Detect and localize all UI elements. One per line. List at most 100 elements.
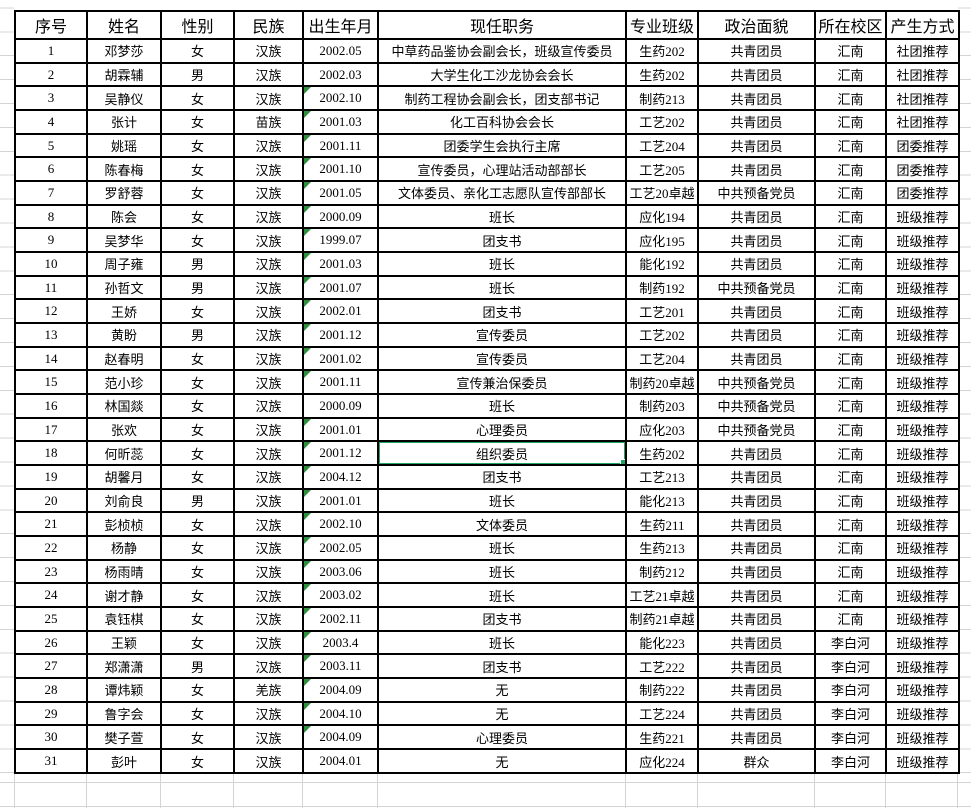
cell-birth[interactable]: 2001.02: [302, 345, 379, 372]
cell-gender[interactable]: 女: [160, 227, 235, 254]
cell-position[interactable]: 宣传委员: [377, 345, 627, 372]
cell-birth[interactable]: 2002.01: [302, 298, 379, 325]
cell-political[interactable]: 中共预备党员: [697, 274, 816, 301]
cell-position[interactable]: 化工百科协会会长: [377, 109, 627, 135]
cell-position[interactable]: 班长: [377, 487, 627, 514]
cell-political[interactable]: 共青团员: [697, 700, 816, 727]
cell-gender[interactable]: 女: [160, 180, 235, 206]
cell-classname[interactable]: 工艺205: [625, 156, 699, 183]
cell-ethnic[interactable]: 汉族: [233, 180, 304, 206]
cell-classname[interactable]: 工艺21卓越: [625, 582, 699, 609]
cell-ethnic[interactable]: 汉族: [233, 369, 304, 396]
header-method[interactable]: 产生方式: [885, 10, 960, 40]
cell-birth[interactable]: 2003.11: [302, 653, 379, 680]
cell-ethnic[interactable]: 汉族: [233, 322, 304, 348]
cell-campus[interactable]: 汇南: [814, 109, 887, 135]
cell-name[interactable]: 谭炜颖: [86, 677, 162, 703]
cell-classname[interactable]: 制药192: [625, 274, 699, 301]
cell-birth[interactable]: 2003.06: [302, 558, 379, 585]
cell-birth[interactable]: 2004.09: [302, 724, 379, 751]
cell-birth[interactable]: 2002.05: [302, 38, 379, 64]
cell-political[interactable]: 共青团员: [697, 535, 816, 561]
cell-no[interactable]: 30: [14, 724, 88, 751]
cell-political[interactable]: 共青团员: [697, 345, 816, 372]
cell-no[interactable]: 20: [14, 487, 88, 514]
cell-classname[interactable]: 生药213: [625, 535, 699, 561]
cell-ethnic[interactable]: 汉族: [233, 345, 304, 372]
cell-ethnic[interactable]: 汉族: [233, 748, 304, 774]
cell-name[interactable]: 周子雍: [86, 251, 162, 277]
cell-political[interactable]: 共青团员: [697, 227, 816, 254]
cell-campus[interactable]: 李白河: [814, 724, 887, 751]
cell-position[interactable]: 文体委员、亲化工志愿队宣传部部长: [377, 180, 627, 206]
cell-birth[interactable]: 2004.12: [302, 464, 379, 490]
cell-ethnic[interactable]: 汉族: [233, 227, 304, 254]
cell-position[interactable]: 班长: [377, 274, 627, 301]
cell-method[interactable]: 班级推荐: [885, 369, 960, 396]
cell-position[interactable]: 组织委员: [377, 440, 627, 467]
cell-method[interactable]: 社团推荐: [885, 85, 960, 112]
cell-no[interactable]: 23: [14, 558, 88, 585]
cell-gender[interactable]: 女: [160, 511, 235, 538]
cell-name[interactable]: 鲁字会: [86, 700, 162, 727]
cell-name[interactable]: 林国燚: [86, 393, 162, 419]
cell-name[interactable]: 彭叶: [86, 748, 162, 774]
cell-position[interactable]: 班长: [377, 558, 627, 585]
cell-no[interactable]: 8: [14, 203, 88, 230]
cell-gender[interactable]: 女: [160, 724, 235, 751]
cell-position[interactable]: 班长: [377, 251, 627, 277]
cell-campus[interactable]: 汇南: [814, 440, 887, 467]
cell-campus[interactable]: 汇南: [814, 251, 887, 277]
header-gender[interactable]: 性别: [160, 10, 235, 40]
cell-name[interactable]: 罗舒蓉: [86, 180, 162, 206]
cell-no[interactable]: 13: [14, 322, 88, 348]
cell-classname[interactable]: 工艺20卓越: [625, 180, 699, 206]
cell-gender[interactable]: 女: [160, 464, 235, 490]
cell-position[interactable]: 班长: [377, 203, 627, 230]
cell-method[interactable]: 社团推荐: [885, 109, 960, 135]
cell-position[interactable]: 文体委员: [377, 511, 627, 538]
cell-position[interactable]: 团支书: [377, 653, 627, 680]
cell-ethnic[interactable]: 汉族: [233, 535, 304, 561]
cell-campus[interactable]: 汇南: [814, 322, 887, 348]
cell-gender[interactable]: 男: [160, 653, 235, 680]
cell-classname[interactable]: 应化194: [625, 203, 699, 230]
cell-campus[interactable]: 汇南: [814, 180, 887, 206]
cell-birth[interactable]: 2004.01: [302, 748, 379, 774]
cell-position[interactable]: 中草药品鉴协会副会长，班级宣传委员: [377, 38, 627, 64]
cell-classname[interactable]: 工艺222: [625, 653, 699, 680]
cell-method[interactable]: 班级推荐: [885, 700, 960, 727]
cell-method[interactable]: 班级推荐: [885, 582, 960, 609]
cell-gender[interactable]: 男: [160, 487, 235, 514]
cell-political[interactable]: 共青团员: [697, 322, 816, 348]
cell-ethnic[interactable]: 汉族: [233, 61, 304, 88]
cell-political[interactable]: 共青团员: [697, 629, 816, 656]
cell-campus[interactable]: 李白河: [814, 629, 887, 656]
cell-name[interactable]: 胡馨月: [86, 464, 162, 490]
cell-political[interactable]: 共青团员: [697, 38, 816, 64]
cell-gender[interactable]: 男: [160, 322, 235, 348]
cell-political[interactable]: 共青团员: [697, 653, 816, 680]
cell-birth[interactable]: 2001.03: [302, 251, 379, 277]
cell-no[interactable]: 2: [14, 61, 88, 88]
cell-campus[interactable]: 汇南: [814, 85, 887, 112]
cell-name[interactable]: 何昕蕊: [86, 440, 162, 467]
cell-birth[interactable]: 2001.12: [302, 322, 379, 348]
cell-political[interactable]: 共青团员: [697, 724, 816, 751]
header-position[interactable]: 现任职务: [377, 10, 627, 40]
cell-name[interactable]: 杨静: [86, 535, 162, 561]
cell-classname[interactable]: 生药211: [625, 511, 699, 538]
cell-classname[interactable]: 应化203: [625, 416, 699, 443]
cell-classname[interactable]: 制药213: [625, 85, 699, 112]
cell-political[interactable]: 共青团员: [697, 109, 816, 135]
cell-position[interactable]: 心理委员: [377, 416, 627, 443]
cell-gender[interactable]: 男: [160, 251, 235, 277]
cell-birth[interactable]: 2004.10: [302, 700, 379, 727]
cell-method[interactable]: 班级推荐: [885, 511, 960, 538]
cell-method[interactable]: 班级推荐: [885, 227, 960, 254]
cell-method[interactable]: 班级推荐: [885, 345, 960, 372]
cell-no[interactable]: 28: [14, 677, 88, 703]
cell-ethnic[interactable]: 汉族: [233, 558, 304, 585]
cell-classname[interactable]: 制药222: [625, 677, 699, 703]
cell-campus[interactable]: 汇南: [814, 393, 887, 419]
